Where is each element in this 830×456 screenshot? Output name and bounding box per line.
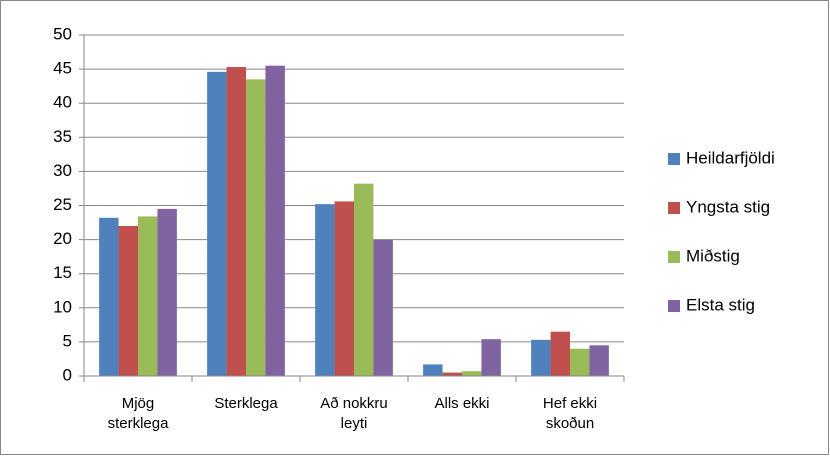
legend-swatch xyxy=(668,251,680,263)
bar xyxy=(354,183,374,376)
x-tick-label: Mjög sterklega xyxy=(108,395,170,432)
x-tick-line: sterklega xyxy=(108,415,170,432)
bar xyxy=(207,71,227,376)
y-tick-label: 5 xyxy=(63,331,72,350)
x-tick-line: Mjög xyxy=(122,395,155,412)
bar xyxy=(423,364,443,376)
x-tick-line: leyti xyxy=(341,415,368,432)
y-tick-label: 45 xyxy=(53,59,72,78)
x-tick-label: Hef ekki skoðun xyxy=(543,395,597,432)
x-tick-label: Að nokkru leyti xyxy=(320,395,388,432)
bar xyxy=(138,216,158,376)
bar xyxy=(373,239,393,376)
bar xyxy=(99,217,119,376)
legend-label: Heildarfjöldi xyxy=(686,148,775,167)
y-tick-label: 50 xyxy=(53,24,72,43)
bar xyxy=(550,331,570,376)
bar xyxy=(589,345,609,376)
legend-label: Yngsta stig xyxy=(686,197,770,216)
bar xyxy=(570,348,590,376)
bar xyxy=(462,371,482,376)
y-tick-label: 40 xyxy=(53,93,72,112)
bar xyxy=(481,339,501,376)
legend-swatch xyxy=(668,202,680,214)
y-tick-label: 15 xyxy=(53,263,72,282)
x-tick-label: Sterklega xyxy=(214,395,278,412)
x-tick-line: Að nokkru xyxy=(320,395,388,412)
legend-label: Miðstig xyxy=(686,246,740,265)
bar xyxy=(442,372,462,376)
y-tick-label: 35 xyxy=(53,127,72,146)
x-tick-line: Alls ekki xyxy=(434,395,489,412)
y-tick-label: 25 xyxy=(53,195,72,214)
legend-label: Elsta stig xyxy=(686,295,755,314)
y-tick-label: 30 xyxy=(53,161,72,180)
bar xyxy=(157,208,177,376)
bar xyxy=(226,67,246,376)
bar xyxy=(334,201,354,376)
bar xyxy=(531,339,551,376)
x-tick-line: skoðun xyxy=(546,415,594,432)
bar xyxy=(265,65,285,376)
x-tick-line: Hef ekki xyxy=(543,395,597,412)
y-tick-label: 10 xyxy=(53,297,72,316)
bar xyxy=(315,204,335,376)
bar xyxy=(118,225,138,376)
legend-swatch xyxy=(668,153,680,165)
legend-swatch xyxy=(668,300,680,312)
bar xyxy=(246,79,266,376)
x-tick-label: Alls ekki xyxy=(434,395,489,412)
y-tick-label: 0 xyxy=(63,365,72,384)
x-tick-line: Sterklega xyxy=(214,395,278,412)
y-tick-label: 20 xyxy=(53,229,72,248)
